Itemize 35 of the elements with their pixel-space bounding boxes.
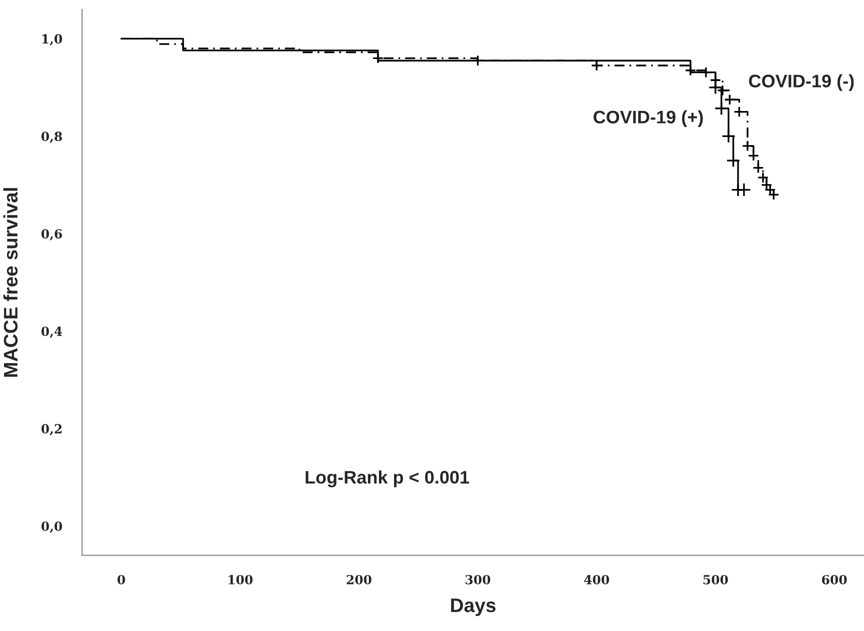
point: [764, 184, 776, 196]
x-axis-title: Days: [451, 598, 496, 616]
x-tick-label: 300: [466, 574, 490, 584]
x-tick-label: 400: [584, 574, 610, 584]
point: [710, 74, 722, 86]
annotation: Log-Rank p < 0.001: [306, 470, 470, 488]
point: [742, 140, 754, 152]
point: [721, 129, 736, 144]
point: [714, 101, 728, 116]
point: [372, 52, 384, 64]
point: [736, 182, 752, 197]
point: [748, 150, 760, 162]
y-tick-label: 0,4: [41, 326, 62, 338]
y-tick-label: 0,2: [41, 424, 62, 436]
x-tick-label: 600: [822, 574, 847, 584]
x-tick-label: 0: [118, 574, 126, 584]
point: [734, 106, 745, 118]
y-axis-title: MACCE free survival: [3, 188, 18, 377]
point: [700, 66, 712, 78]
series-label: COVID-19 (+): [594, 110, 703, 128]
y-tick-label: 0,0: [41, 522, 62, 533]
y-tick-label: 0,6: [41, 229, 62, 240]
point: [684, 64, 696, 76]
point: [752, 162, 764, 174]
point: [757, 172, 769, 184]
x-tick-label: 500: [703, 574, 728, 584]
point: [472, 54, 484, 66]
point: [726, 153, 740, 168]
y-tick-label: 0,8: [41, 132, 62, 143]
point: [716, 84, 728, 96]
series-label: COVID-19 (-): [749, 74, 854, 92]
y-tick-label: 1,0: [42, 34, 62, 46]
x-tick-label: 100: [228, 574, 253, 584]
point: [724, 94, 736, 106]
x-tick-label: 200: [346, 574, 372, 584]
